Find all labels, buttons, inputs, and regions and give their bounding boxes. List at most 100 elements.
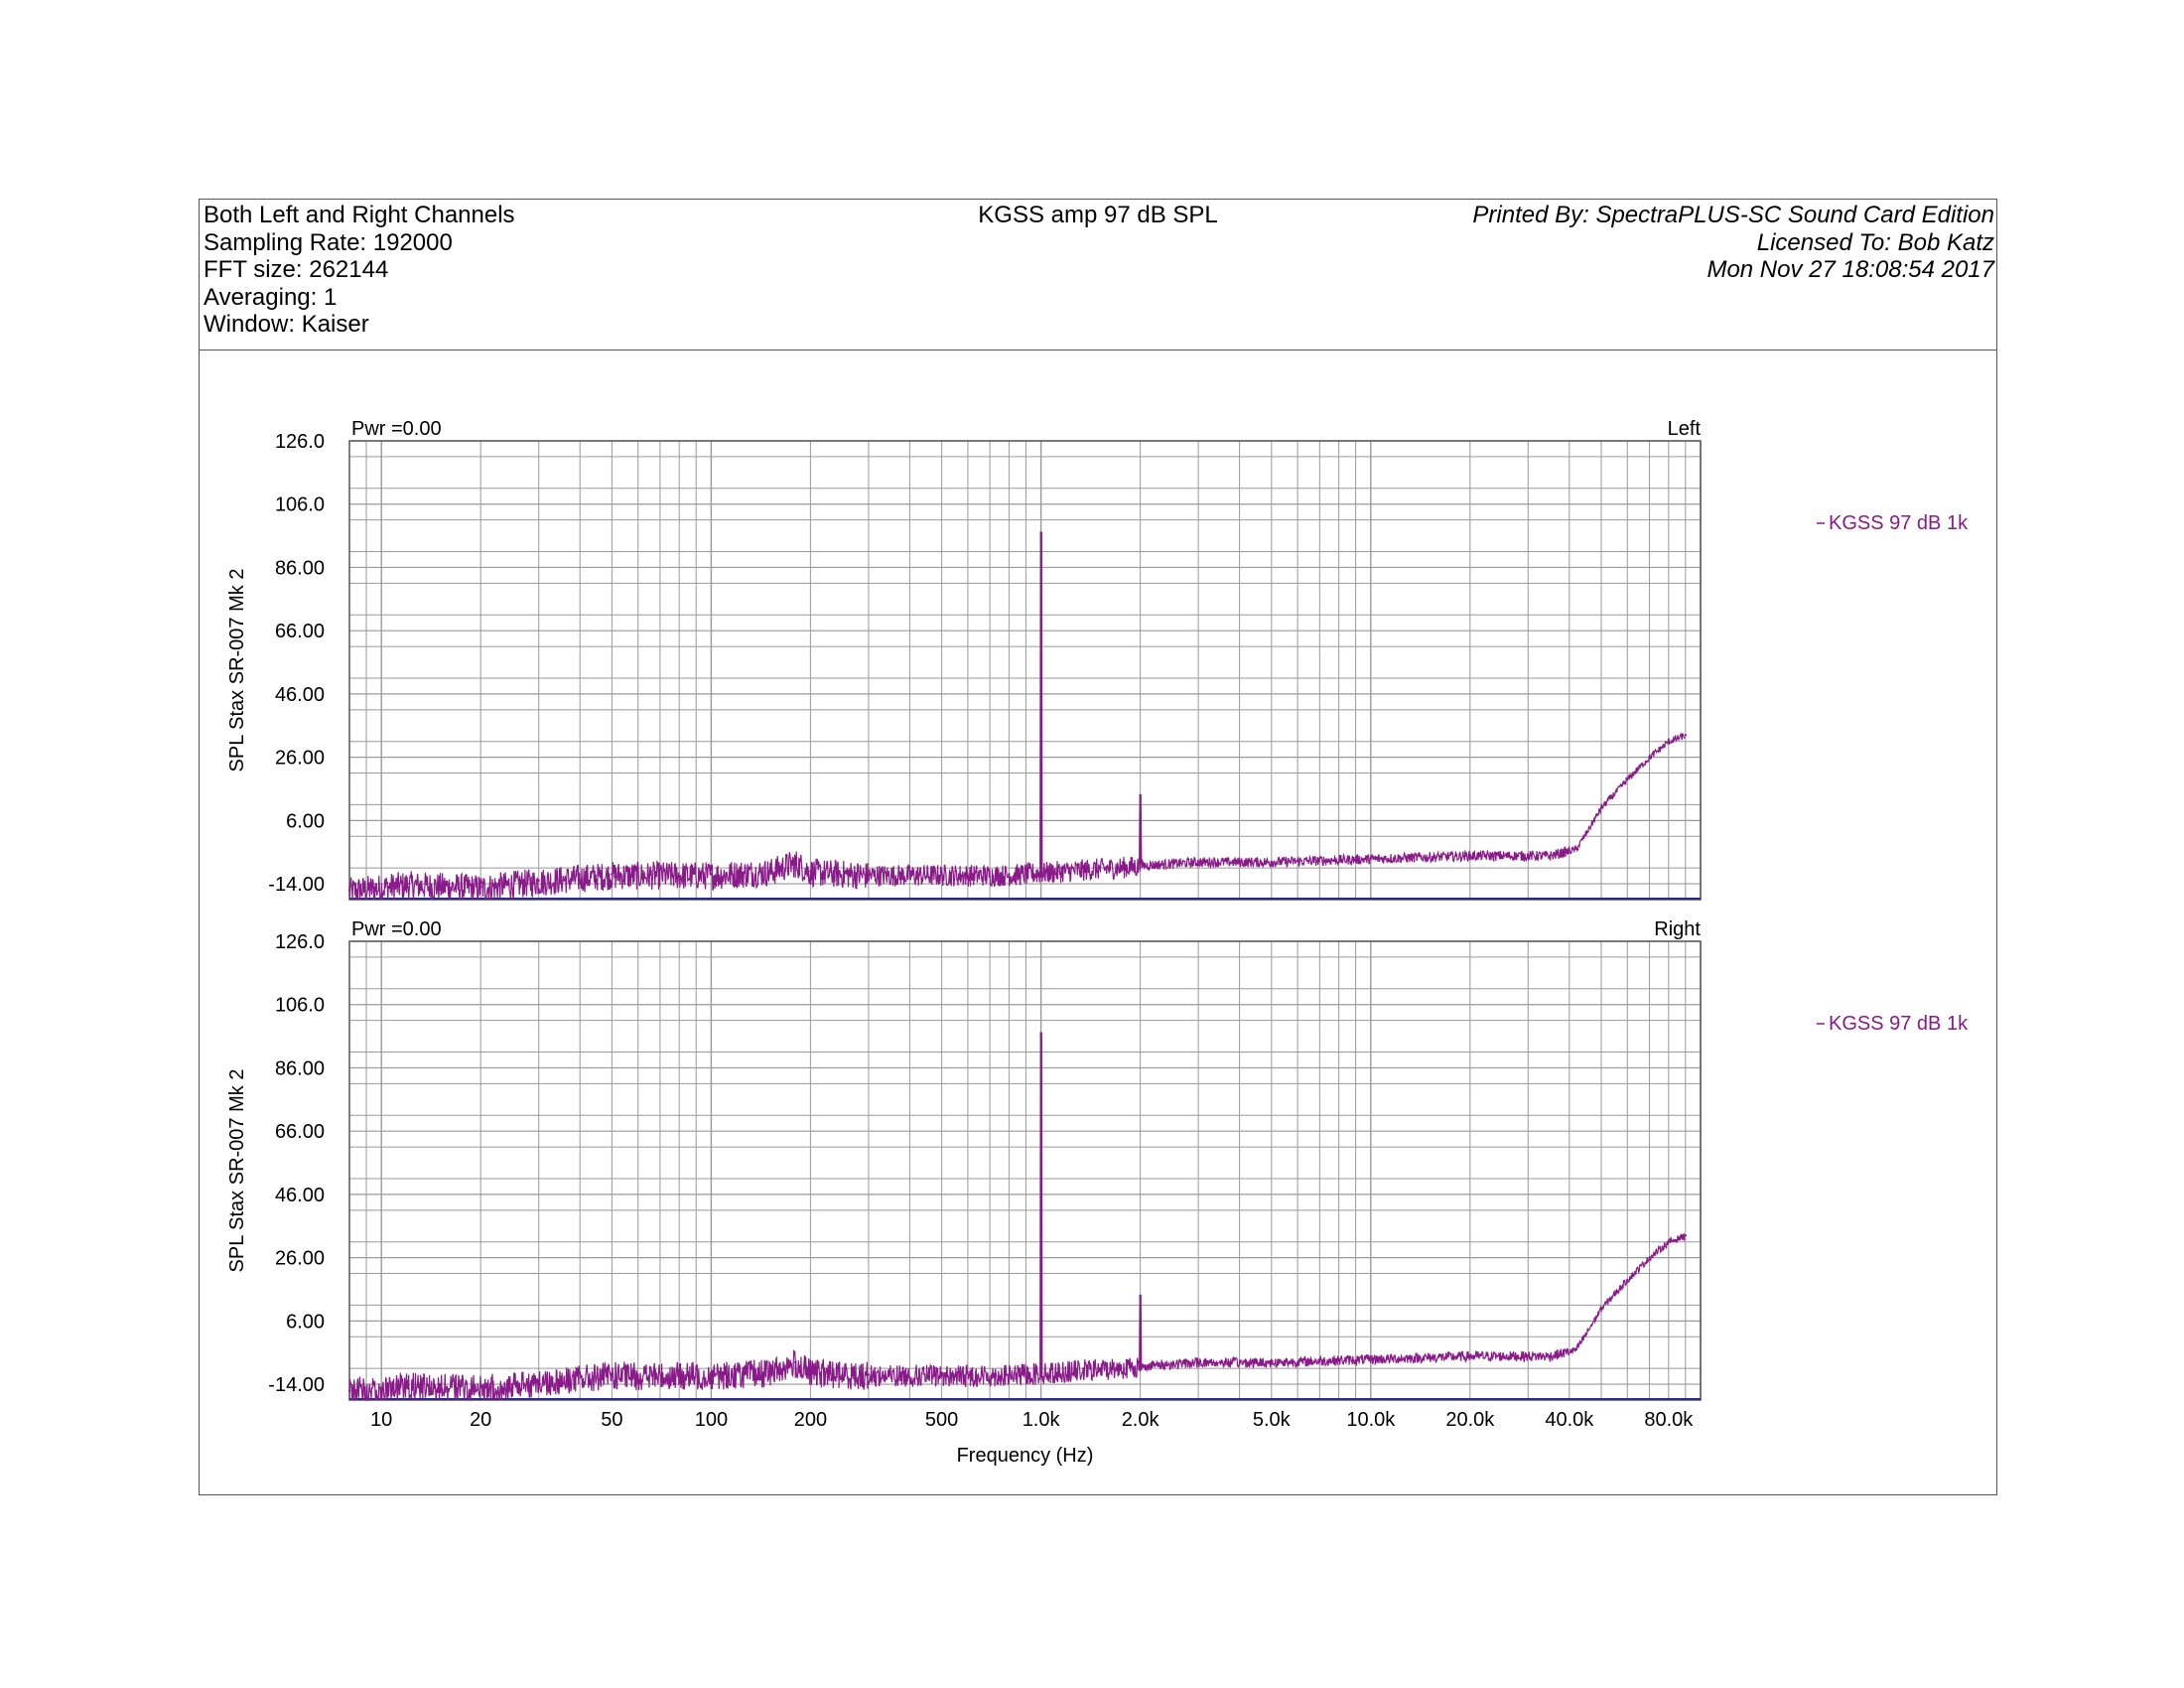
y-tick-label: 6.00 [286, 1311, 325, 1333]
data-point [1599, 806, 1603, 809]
y-tick-label: 46.00 [275, 1185, 325, 1206]
legend-entry: KGSS 97 dB 1k [1829, 512, 1969, 534]
data-point [1626, 1278, 1629, 1282]
x-tick-label: 20 [470, 1409, 491, 1431]
panel-channel-label: Right [1654, 918, 1701, 940]
x-tick-label: 5.0k [1253, 1409, 1292, 1431]
data-point [1574, 847, 1578, 851]
data-point [1549, 854, 1552, 857]
report-title: KGSS amp 97 dB SPL [978, 202, 1218, 228]
y-tick-label: 6.00 [286, 810, 325, 832]
data-point [406, 1382, 409, 1386]
data-point [940, 1373, 943, 1376]
data-point [1039, 531, 1042, 534]
data-point [767, 1370, 771, 1373]
data-point [1196, 860, 1200, 863]
data-point [1648, 756, 1651, 759]
data-point [537, 879, 540, 883]
data-point [1648, 1256, 1651, 1259]
x-tick-label: 500 [925, 1409, 958, 1431]
data-point [478, 886, 482, 889]
print-info: Printed By: SpectraPLUS-SC Sound Card Ed… [1472, 202, 1994, 284]
data-point [1369, 857, 1372, 860]
data-point [1039, 1032, 1042, 1035]
series-trace-1 [348, 531, 1686, 901]
data-point [347, 1389, 351, 1392]
y-tick-label: 126.0 [275, 431, 325, 453]
x-tick-label: 10 [370, 1409, 392, 1431]
report-header: Both Left and Right Channels Sampling Ra… [200, 200, 1996, 351]
printed-by-text: Printed By: SpectraPLUS-SC Sound Card Ed… [1472, 202, 1994, 228]
y-tick-label: 26.00 [275, 748, 325, 770]
y-tick-label: 86.00 [275, 557, 325, 579]
data-point [1270, 1360, 1273, 1363]
x-tick-label: 20.0k [1445, 1409, 1495, 1431]
data-point [478, 1386, 482, 1389]
data-point [1626, 777, 1629, 781]
data-point [537, 1379, 540, 1383]
y-tick-label: 46.00 [275, 684, 325, 706]
x-tick-label: 1.0k [1023, 1409, 1061, 1431]
data-point [793, 1360, 797, 1363]
data-point [1369, 1357, 1372, 1360]
y-tick-label: 126.0 [275, 931, 325, 953]
chart-panel-2: 126.0 106.0 86.00 66.00 46.00 26.00 6.00 -14.00… [226, 918, 1969, 1467]
data-point [867, 1373, 871, 1376]
data-point [1684, 734, 1687, 737]
y-tick-label: 66.00 [275, 1121, 325, 1143]
data-point [1008, 1373, 1011, 1376]
x-tick-label: 2.0k [1122, 1409, 1160, 1431]
x-tick-label: 200 [794, 1409, 827, 1431]
y-tick-label: 86.00 [275, 1057, 325, 1079]
legend-entry: KGSS 97 dB 1k [1829, 1013, 1969, 1035]
data-point [1097, 1366, 1101, 1370]
data-point [1139, 793, 1142, 797]
data-point [1468, 1354, 1472, 1357]
data-point [1549, 1354, 1552, 1357]
y-axis-label: SPL Stax SR-007 Mk 2 [226, 569, 248, 773]
data-point [1468, 854, 1472, 857]
series-trace-2 [348, 1032, 1686, 1401]
measurement-settings: Both Left and Right Channels Sampling Ra… [204, 202, 515, 339]
y-tick-label: 106.0 [275, 995, 325, 1017]
data-point [1584, 1332, 1587, 1336]
data-point [1584, 831, 1587, 835]
data-point [1097, 866, 1101, 870]
print-date-text: Mon Nov 27 18:08:54 2017 [1706, 256, 1994, 283]
x-axis-label: Frequency (Hz) [957, 1445, 1094, 1467]
x-tick-label: 50 [601, 1409, 622, 1431]
data-point [1599, 1307, 1603, 1310]
data-point [1196, 1360, 1200, 1363]
data-point [793, 860, 797, 863]
data-point [767, 870, 771, 873]
y-tick-label: 106.0 [275, 494, 325, 516]
window-text: Window: Kaiser [204, 311, 369, 338]
data-point [710, 1373, 713, 1376]
data-point [1270, 860, 1273, 863]
data-point [1667, 740, 1671, 743]
x-tick-label: 10.0k [1346, 1409, 1396, 1431]
data-point [611, 873, 614, 876]
data-point [809, 1370, 812, 1373]
data-point [940, 873, 943, 876]
y-axis-label: SPL Stax SR-007 Mk 2 [226, 1069, 248, 1273]
panel-power-label: Pwr =0.00 [351, 418, 442, 440]
panel-channel-label: Left [1668, 418, 1702, 440]
averaging-text: Averaging: 1 [204, 283, 338, 311]
plot-area-border [348, 940, 1702, 1401]
report-frame: Both Left and Right Channels Sampling Ra… [199, 199, 1997, 1495]
x-tick-label: 80.0k [1644, 1409, 1694, 1431]
data-point [809, 870, 812, 873]
chart-panel-1: 126.0 106.0 86.00 66.00 46.00 26.00 6.00 -14.00… [226, 418, 1969, 901]
x-tick-label: 100 [695, 1409, 728, 1431]
y-tick-label: 66.00 [275, 621, 325, 642]
y-tick-label: -14.00 [268, 874, 325, 896]
plot-area-border [348, 440, 1702, 901]
data-point [710, 873, 713, 876]
licensed-to-text: Licensed To: Bob Katz [1756, 228, 1994, 256]
panel-power-label: Pwr =0.00 [351, 918, 442, 940]
data-point [406, 882, 409, 886]
y-tick-label: 26.00 [275, 1248, 325, 1270]
sampling-rate-text: Sampling Rate: 192000 [204, 228, 453, 256]
